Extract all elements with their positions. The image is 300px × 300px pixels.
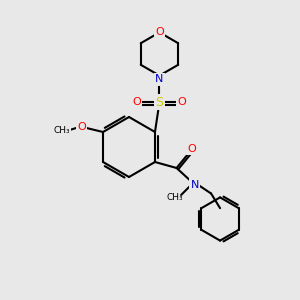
Text: CH₃: CH₃ [54,126,70,135]
Text: N: N [155,74,164,85]
Text: O: O [155,27,164,38]
Text: S: S [155,95,164,109]
Text: O: O [178,97,186,107]
Text: CH₃: CH₃ [167,193,183,202]
Text: O: O [187,143,196,154]
Text: O: O [133,97,141,107]
Text: O: O [77,122,86,133]
Text: N: N [190,179,199,190]
